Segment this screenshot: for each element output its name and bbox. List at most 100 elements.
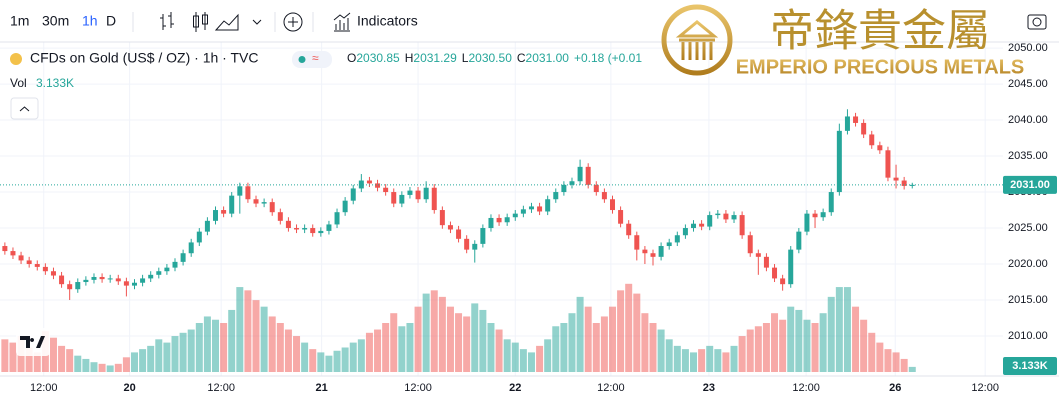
camera-icon[interactable]: [1027, 14, 1047, 30]
add-icon[interactable]: [283, 12, 303, 32]
ohlc-value: 2030.85: [356, 51, 400, 65]
x-tick-label: 12:00: [792, 382, 820, 394]
volume-bar: [317, 352, 325, 372]
volume-bar: [584, 306, 592, 372]
volume-bar: [868, 332, 876, 372]
volume-bar: [446, 306, 454, 372]
volume-bar: [438, 296, 446, 372]
volume-bar: [649, 323, 657, 372]
candle-body: [407, 190, 413, 195]
volume-bar: [187, 329, 195, 372]
candle-body: [909, 184, 915, 186]
candle-body: [18, 255, 24, 261]
logo-english: EMPERIO PRECIOUS METALS: [736, 56, 1025, 78]
interval-button[interactable]: 1h: [82, 13, 98, 29]
x-tick-label: 21: [316, 382, 328, 394]
candle-body: [253, 199, 259, 204]
candle-body: [431, 187, 437, 211]
volume-bar: [552, 326, 560, 372]
volume-bar: [179, 332, 187, 372]
candle-body: [658, 246, 664, 257]
collapse-button[interactable]: [10, 97, 39, 120]
volume-bar: [495, 329, 503, 372]
volume-tag: [1003, 357, 1057, 375]
y-tick-label: 2035.00: [1008, 150, 1048, 162]
candle-body: [836, 130, 842, 193]
volume-bar: [171, 336, 179, 372]
volume-bar: [114, 363, 122, 372]
candles-icon[interactable]: [193, 12, 208, 32]
candle-body: [172, 261, 178, 268]
volume-bar: [479, 309, 487, 372]
candle-body: [180, 253, 186, 262]
volume-bar: [58, 345, 66, 372]
volume-bar: [252, 300, 260, 372]
volume-bar: [374, 329, 382, 372]
indicators-icon[interactable]: [333, 12, 351, 32]
indicators-button[interactable]: Indicators: [357, 13, 418, 29]
candle-body: [439, 210, 445, 226]
volume-bar: [357, 339, 365, 372]
candle-body: [674, 235, 680, 243]
status-dot: [298, 56, 306, 63]
candle-body: [723, 213, 729, 220]
volume-legend-name: Vol: [10, 76, 27, 90]
volume-bar: [754, 326, 762, 372]
volume-bar: [422, 293, 430, 372]
area-icon[interactable]: [214, 13, 239, 31]
x-tick-label: 12:00: [971, 382, 999, 394]
interval-button[interactable]: D: [106, 13, 116, 29]
volume-bar: [487, 323, 495, 372]
ohlc-key: L: [462, 51, 469, 65]
candle-body: [302, 228, 308, 230]
volume-bar: [730, 345, 738, 372]
candle-body: [277, 212, 283, 221]
candle-body: [237, 186, 243, 196]
candle-body: [115, 278, 121, 282]
volume-bar: [130, 352, 138, 372]
interval-button[interactable]: 30m: [42, 13, 69, 29]
candle-body: [480, 228, 486, 244]
volume-bar: [325, 355, 333, 372]
volume-bar: [852, 306, 860, 372]
candle-body: [618, 210, 624, 224]
volume-bar: [25, 347, 33, 372]
volume-bar: [341, 347, 349, 372]
candle-body: [342, 200, 348, 213]
volume-bar: [843, 287, 851, 372]
volume-bar: [706, 345, 714, 372]
volume-bar: [463, 316, 471, 372]
bars-icon[interactable]: [160, 12, 174, 30]
chevron[interactable]: [252, 19, 262, 25]
candle-body: [399, 194, 405, 204]
candle-body: [383, 187, 389, 193]
volume-bar: [268, 316, 276, 372]
candle-body: [294, 228, 300, 230]
candle-body: [739, 215, 745, 236]
volume-bar: [49, 337, 57, 372]
candle-body: [456, 229, 462, 239]
candle-body: [472, 243, 478, 250]
candle-body: [561, 184, 567, 193]
candle-body: [164, 267, 170, 272]
volume-bar: [33, 352, 41, 372]
candle-body: [666, 242, 672, 247]
volume-bar: [657, 329, 665, 372]
interval-button[interactable]: 1m: [10, 13, 29, 29]
volume-bar: [390, 313, 398, 372]
candle-body: [869, 134, 875, 146]
last-price-tag: [1003, 175, 1057, 194]
candle-body: [488, 217, 494, 229]
status-wave: ≈: [312, 51, 319, 65]
axes: 2010.002015.002020.002025.002030.002035.…: [0, 42, 1059, 401]
legend: CFDs on Gold (US$ / OZ) · 1h · TVC ≈ O20…: [10, 50, 642, 120]
candle-body: [59, 275, 65, 285]
price-pane: [0, 109, 1003, 301]
candle-body: [861, 122, 867, 135]
x-tick-label: 12:00: [597, 382, 625, 394]
volume-bar: [592, 323, 600, 372]
volume-bar: [503, 339, 511, 372]
candle-body: [213, 210, 219, 221]
candle-body: [763, 256, 769, 268]
candle-body: [528, 206, 534, 210]
